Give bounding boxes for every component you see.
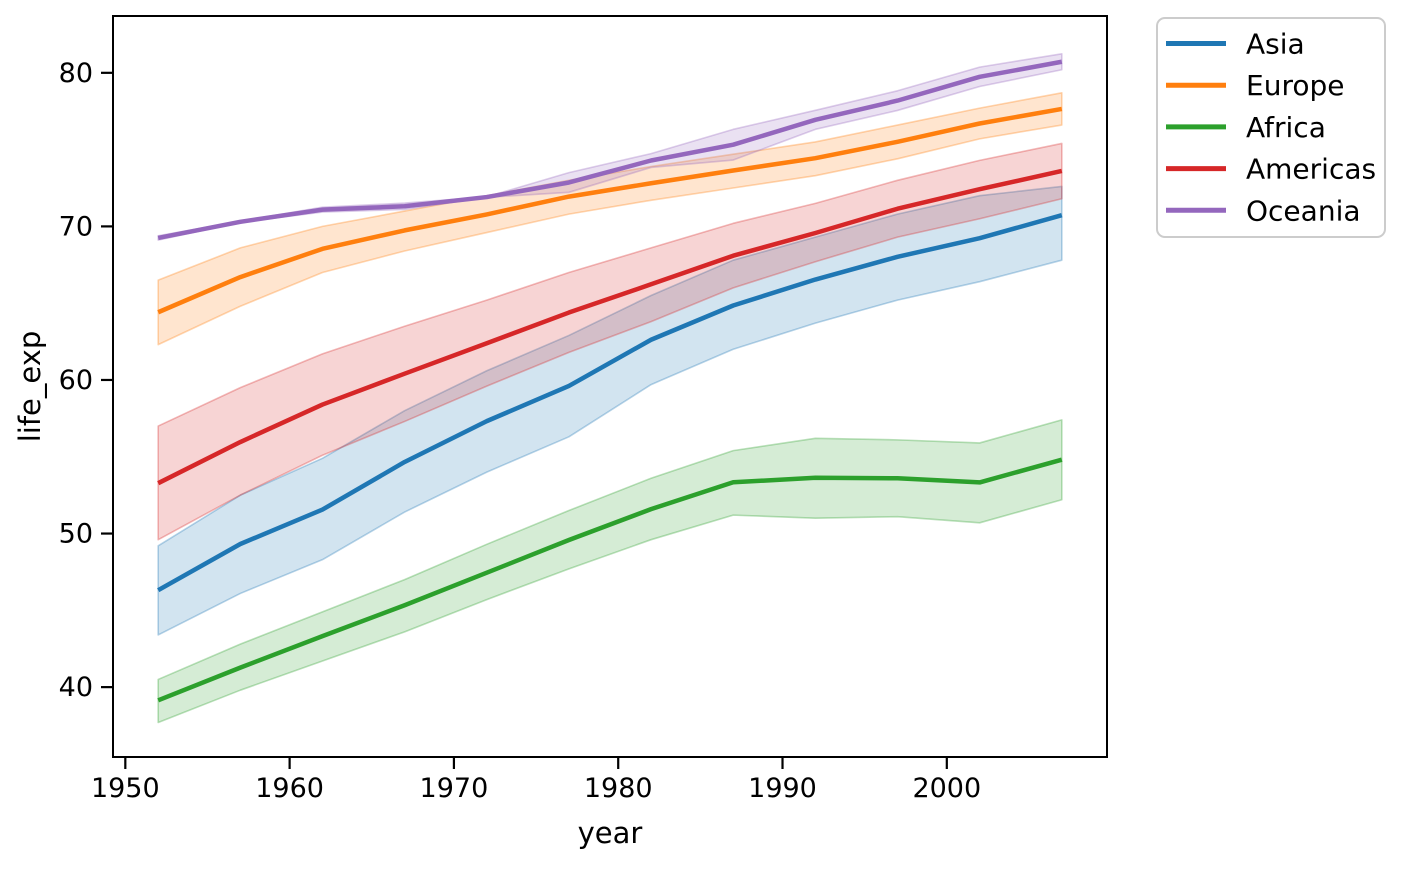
y-tick-label: 70: [59, 211, 93, 242]
x-tick-label: 1990: [748, 773, 817, 804]
oceania-line: [157, 59, 1063, 241]
y-tick-label: 50: [59, 519, 93, 550]
y-axis: 40 50 60 70 80: [59, 58, 113, 703]
x-axis-label: year: [578, 816, 643, 850]
series-oceania: [157, 52, 1063, 241]
x-tick-label: 1950: [91, 773, 160, 804]
series-africa: [157, 419, 1063, 724]
plot-frame: [112, 15, 1108, 758]
asia-ci-band: [157, 185, 1063, 636]
x-tick-label: 1970: [420, 773, 489, 804]
americas-line: [157, 168, 1063, 486]
legend-label-asia: Asia: [1246, 28, 1305, 61]
series-americas: [157, 142, 1063, 541]
x-axis: 1950 1960 1970 1980 1990 2000: [91, 757, 981, 804]
americas-ci-band: [157, 142, 1063, 541]
legend-frame: [1156, 17, 1386, 238]
legend-item-asia: Asia: [1166, 28, 1305, 61]
legend: Asia Europe Africa Americas Oceania: [1156, 17, 1386, 238]
series-asia: [157, 185, 1063, 636]
y-tick-label: 80: [59, 58, 93, 89]
plot-series: [157, 52, 1063, 724]
europe-line: [157, 106, 1063, 315]
legend-label-europe: Europe: [1246, 69, 1344, 102]
legend-item-oceania: Oceania: [1166, 194, 1361, 227]
africa-line: [157, 457, 1063, 703]
legend-item-africa: Africa: [1166, 111, 1326, 144]
y-tick-label: 60: [59, 365, 93, 396]
legend-label-americas: Americas: [1246, 153, 1376, 186]
legend-label-africa: Africa: [1246, 111, 1326, 144]
legend-item-americas: Americas: [1166, 153, 1376, 186]
legend-item-europe: Europe: [1166, 69, 1344, 102]
x-tick-label: 2000: [912, 773, 981, 804]
legend-label-oceania: Oceania: [1246, 194, 1361, 227]
plot-area: [113, 16, 1107, 757]
y-axis-label: life_exp: [13, 331, 47, 443]
asia-line: [157, 213, 1063, 593]
x-tick-label: 1980: [584, 773, 653, 804]
y-tick-label: 40: [59, 672, 93, 703]
africa-ci-band: [157, 419, 1063, 724]
x-tick-label: 1960: [255, 773, 324, 804]
